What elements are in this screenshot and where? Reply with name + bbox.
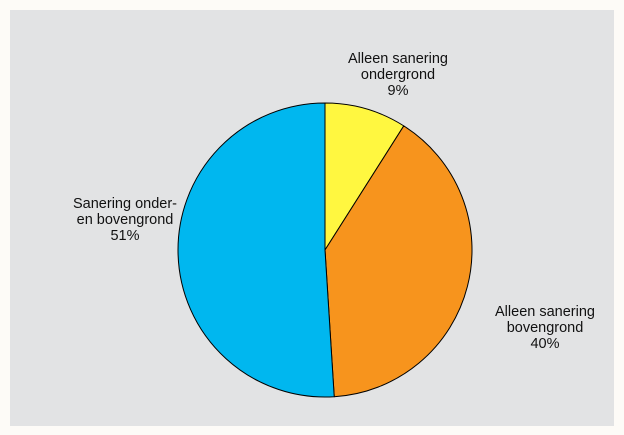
chart-panel: Alleen sanering ondergrond 9% Alleen san… — [10, 10, 614, 426]
slice-value-label: 9% — [387, 83, 409, 99]
pie-slice-1 — [324, 125, 473, 398]
slice-label-alleen-bovengrond: Alleen sanering bovengrond 40% — [470, 304, 620, 352]
slice-label-alleen-ondergrond: Alleen sanering ondergrond 9% — [328, 51, 468, 99]
pie-slice-0 — [324, 102, 405, 251]
slice-value-label: 51% — [110, 228, 140, 244]
slice-label-line: Alleen sanering — [495, 304, 595, 320]
pie-chart — [177, 102, 473, 398]
slice-label-line: Alleen sanering — [348, 51, 448, 67]
slice-label-line: Sanering onder- — [73, 196, 177, 212]
slice-label-line: ondergrond — [360, 67, 436, 83]
pie-slice-2 — [177, 102, 335, 398]
slice-value-label: 40% — [530, 336, 560, 352]
slice-label-onder-en-bovengrond: Sanering onder- en bovengrond 51% — [50, 196, 200, 244]
slice-label-line: bovengrond — [506, 320, 584, 336]
slice-label-line: en bovengrond — [76, 212, 174, 228]
